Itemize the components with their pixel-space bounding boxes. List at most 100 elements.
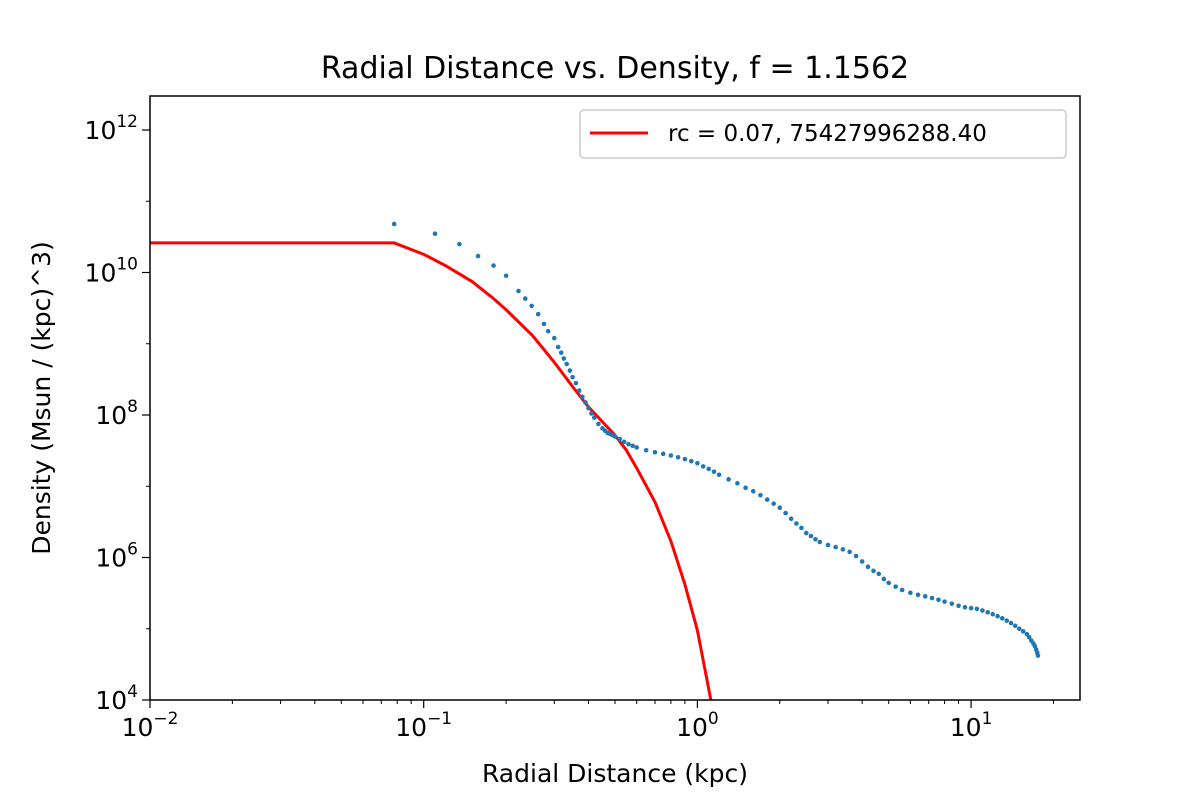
density-point xyxy=(783,510,788,516)
density-point xyxy=(908,590,913,596)
density-point xyxy=(859,559,865,564)
density-point xyxy=(990,611,996,617)
density-point xyxy=(561,356,567,361)
legend-box xyxy=(579,109,1067,159)
density-point xyxy=(535,311,541,317)
y-axis-label: Density (Msun / (kpc)^3) xyxy=(27,241,56,555)
density-point xyxy=(825,542,831,548)
density-point xyxy=(956,603,961,609)
density-point xyxy=(893,584,898,589)
y-axis: 104 106 108 1010 1012 xyxy=(85,112,150,715)
density-point xyxy=(682,456,688,462)
density-point xyxy=(726,477,731,482)
density-point xyxy=(764,497,770,502)
y-tick-label: 106 xyxy=(95,539,138,572)
density-point xyxy=(688,458,694,464)
density-point xyxy=(675,454,681,460)
density-point xyxy=(1020,629,1026,634)
x-tick-label: 101 xyxy=(950,709,993,742)
density-point xyxy=(813,537,818,542)
density-point xyxy=(771,501,776,506)
density-point xyxy=(995,613,1000,619)
density-point xyxy=(881,576,887,582)
density-point xyxy=(1004,618,1010,623)
density-point xyxy=(974,606,980,612)
density-point xyxy=(808,533,814,539)
density-point xyxy=(555,344,561,350)
density-point xyxy=(522,296,528,301)
density-point xyxy=(503,273,509,279)
density-point xyxy=(564,361,569,367)
density-point xyxy=(626,441,631,447)
density-point xyxy=(586,405,591,411)
density-point xyxy=(516,288,521,294)
density-point xyxy=(700,464,706,469)
x-axis: 10−2 10−1 100 101 xyxy=(122,700,1054,742)
density-point xyxy=(1035,653,1041,658)
density-point xyxy=(871,568,876,574)
density-point xyxy=(865,564,871,570)
density-point xyxy=(949,601,955,606)
density-points xyxy=(391,221,1041,658)
density-point xyxy=(1012,623,1018,629)
density-point xyxy=(695,460,700,466)
density-point xyxy=(833,544,838,550)
axes-border xyxy=(149,95,1081,701)
x-tick-label: 10−2 xyxy=(122,709,179,742)
density-point xyxy=(1016,626,1022,632)
density-point xyxy=(630,443,635,449)
density-point xyxy=(591,415,597,420)
density-point xyxy=(580,394,585,400)
density-point xyxy=(985,610,990,615)
density-point xyxy=(558,350,564,355)
density-point xyxy=(804,530,809,536)
density-point xyxy=(668,453,674,458)
density-point xyxy=(660,451,666,457)
density-point xyxy=(596,421,601,427)
density-point xyxy=(936,597,941,603)
density-point xyxy=(391,221,397,227)
density-point xyxy=(573,380,579,386)
density-point xyxy=(799,525,804,531)
density-point xyxy=(1026,634,1032,640)
density-point xyxy=(794,521,799,526)
density-point xyxy=(612,434,618,439)
density-point xyxy=(743,485,748,491)
density-point xyxy=(1008,620,1014,626)
plot-area xyxy=(150,221,1041,700)
density-point xyxy=(652,449,658,455)
density-point xyxy=(886,580,891,586)
density-point xyxy=(788,516,794,522)
x-tick-label: 100 xyxy=(676,709,719,742)
density-point xyxy=(583,400,588,405)
density-point xyxy=(589,411,594,416)
fit-line xyxy=(150,241,713,700)
y-tick-label: 108 xyxy=(95,397,138,430)
density-point xyxy=(541,321,547,327)
density-point xyxy=(922,594,928,599)
density-point xyxy=(847,549,852,555)
x-tick-label: 10−1 xyxy=(395,709,452,742)
y-tick-label: 1012 xyxy=(85,112,138,145)
density-point xyxy=(576,388,582,393)
legend: rc = 0.07, 75427996288.40 xyxy=(579,109,1067,159)
density-point xyxy=(750,488,756,494)
density-point xyxy=(758,492,763,498)
density-point xyxy=(491,263,496,268)
density-point xyxy=(735,481,740,486)
density-point xyxy=(551,335,557,341)
axes-frame xyxy=(149,95,1081,701)
density-point xyxy=(853,553,859,559)
density-point xyxy=(817,539,823,545)
density-point xyxy=(915,592,921,598)
density-point xyxy=(634,445,639,450)
y-tick-label: 1010 xyxy=(85,254,138,287)
density-point xyxy=(432,231,438,237)
density-point xyxy=(962,605,968,610)
density-point xyxy=(567,368,573,373)
density-point xyxy=(457,241,462,247)
legend-label: rc = 0.07, 75427996288.40 xyxy=(668,121,987,147)
y-tick-label: 104 xyxy=(95,682,138,715)
density-point xyxy=(929,595,935,601)
